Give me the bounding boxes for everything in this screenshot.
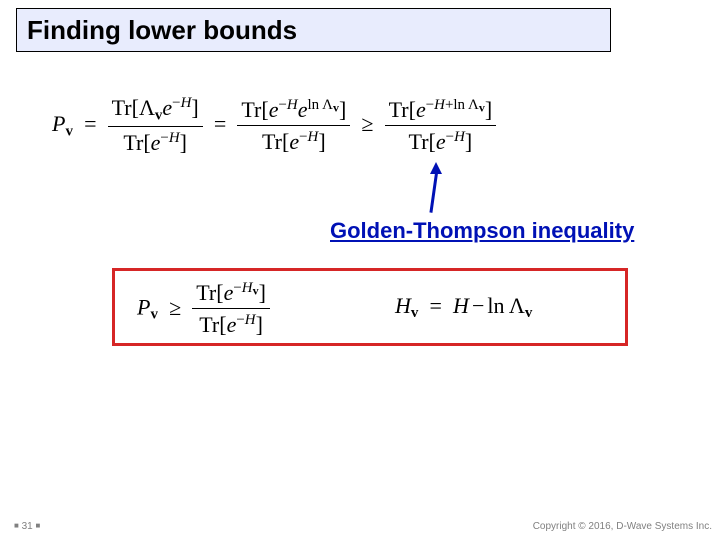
bullet-icon: ■ <box>36 521 41 530</box>
bullet-icon: ■ <box>14 521 19 530</box>
page-number: ■ 31 ■ <box>14 521 40 532</box>
arrow-line <box>429 173 437 213</box>
equation-main: Pv = Tr[Λve−H] Tr[e−H] = Tr[e−Heln Λv] T… <box>52 94 496 157</box>
copyright-label: Copyright © 2016, D-Wave Systems Inc. <box>533 521 712 532</box>
annotation-label: Golden-Thompson inequality <box>330 218 634 244</box>
page-title: Finding lower bounds <box>27 15 297 46</box>
annotation-text: Golden-Thompson inequality <box>330 218 634 243</box>
result-box: Pv ≥ Tr[e−Hv] Tr[e−H] Hv = H−ln Λv <box>112 268 628 346</box>
equation-hv-def: Hv = H−ln Λv <box>395 293 532 322</box>
title-box: Finding lower bounds <box>16 8 611 52</box>
slide: Finding lower bounds Pv = Tr[Λve−H] Tr[e… <box>0 0 720 540</box>
equation-pv-bound: Pv ≥ Tr[e−Hv] Tr[e−H] <box>137 279 270 338</box>
page-number-value: 31 <box>22 521 33 532</box>
